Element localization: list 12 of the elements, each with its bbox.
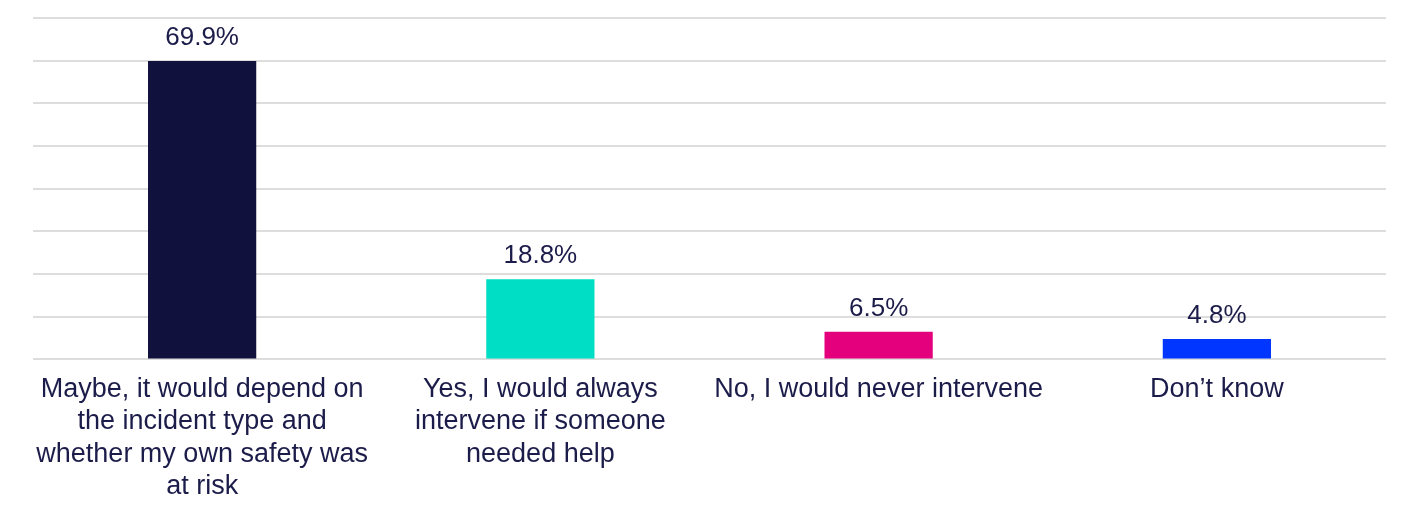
data-label: 69.9% xyxy=(165,21,239,52)
x-tick-label: Maybe, it would depend on the incident type and whether my own safety was at risk xyxy=(35,373,368,501)
data-label: 4.8% xyxy=(1187,299,1247,330)
bar xyxy=(824,331,933,359)
bar xyxy=(486,279,595,359)
data-label: 6.5% xyxy=(848,291,909,322)
bar xyxy=(148,61,257,359)
data-label: 18.8% xyxy=(503,239,578,270)
x-tick-label: Yes, I would always intervene if someone needed help xyxy=(415,373,666,468)
bar xyxy=(1162,338,1271,359)
x-tick-label: No, I would never intervene xyxy=(714,373,1043,404)
x-tick-label: Don’t know xyxy=(1150,373,1285,404)
